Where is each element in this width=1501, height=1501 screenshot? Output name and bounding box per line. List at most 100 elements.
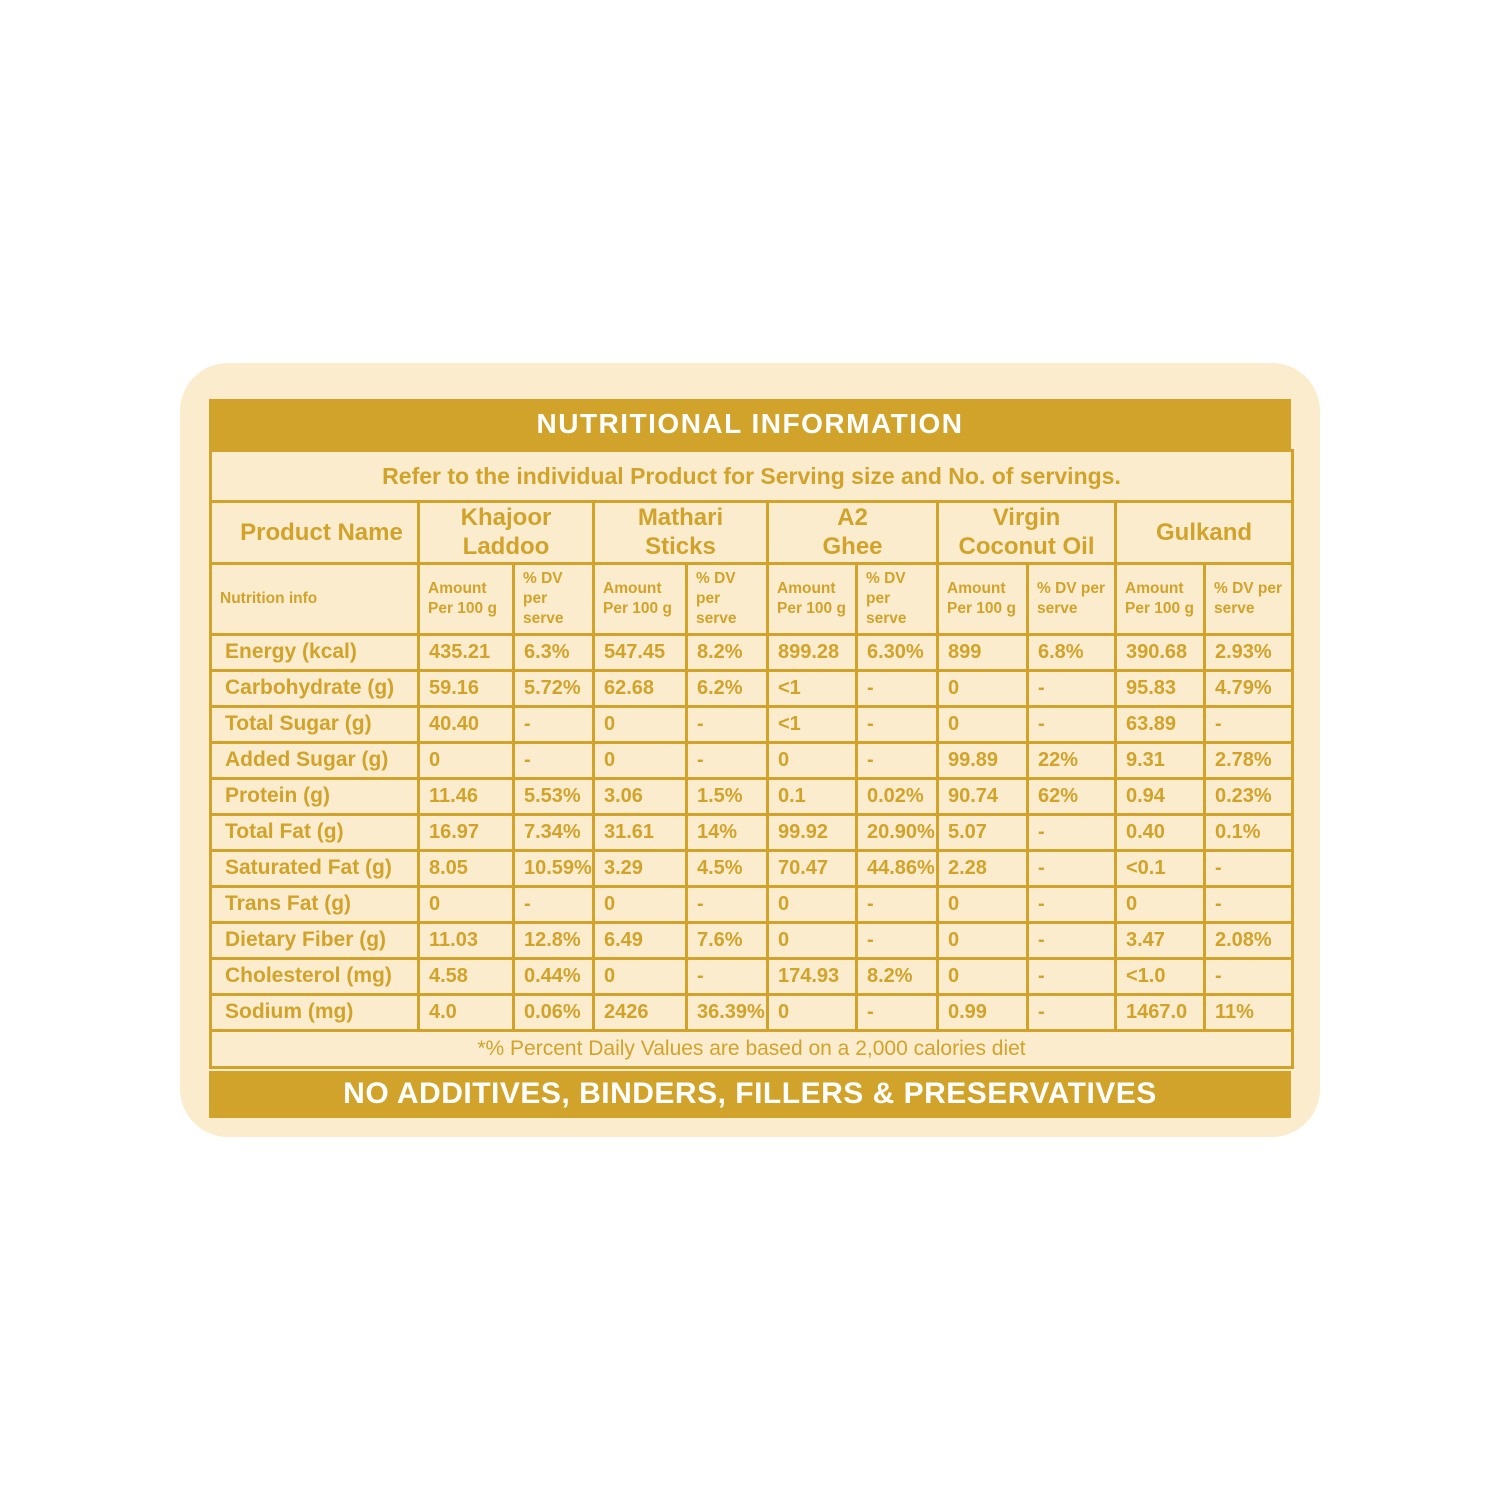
nutrition-label-card: NUTRITIONAL INFORMATION Refer to the ind…	[180, 363, 1320, 1137]
table-cell: -	[1026, 668, 1117, 708]
table-cell: 1.5%	[685, 776, 769, 816]
table-cell: -	[855, 668, 939, 708]
nutrition-info-header: Nutrition info	[209, 561, 420, 636]
row-label: Saturated Fat (g)	[209, 848, 420, 888]
table-row: Total Sugar (g) 40.40-0- <1-0-63.89-	[209, 704, 1295, 744]
table-cell: 95.83	[1114, 668, 1206, 708]
table-row: Protein (g) 11.46 5.53% 3.06 1.5% 0.1 0.02% 90.…	[209, 776, 1295, 816]
table-cell: 0.99	[936, 992, 1029, 1032]
table-cell: 62.68	[592, 668, 688, 708]
table-cell: 0.06%	[512, 992, 595, 1032]
table-cell: 20.90%	[855, 812, 939, 852]
table-cell: -	[855, 920, 939, 960]
table-row: Energy (kcal) 435.21 6.3% 547.45 8.2% 899.28 6…	[209, 632, 1295, 672]
amount-per-100g-header: Amount Per 100 g	[417, 561, 515, 636]
table-cell: 0	[417, 740, 515, 780]
amount-per-100g-header: Amount Per 100 g	[766, 561, 858, 636]
dv-per-serve-header: % DV per serve	[512, 561, 595, 636]
table-cell: 4.5%	[685, 848, 769, 888]
table-cell: 7.6%	[685, 920, 769, 960]
table-cell: <1.0	[1114, 956, 1206, 996]
product-header: A2 Ghee	[766, 500, 939, 565]
row-label: Added Sugar (g)	[209, 740, 420, 780]
table-cell: 2.78%	[1202, 740, 1295, 780]
nutrition-table: Refer to the individual Product for Serv…	[208, 449, 1295, 1069]
row-label: Total Sugar (g)	[209, 704, 420, 744]
table-cell: 0	[936, 884, 1029, 924]
table-cell: 0	[592, 740, 688, 780]
table-cell: 0.23%	[1202, 776, 1295, 816]
table-cell: 0	[1114, 884, 1206, 924]
table-cell: 8.2%	[855, 956, 939, 996]
amount-per-100g-header: Amount Per 100 g	[1114, 561, 1206, 636]
footnote: *% Percent Daily Values are based on a 2…	[208, 1028, 1295, 1069]
table-cell: 174.93	[766, 956, 858, 996]
table-cell: 99.89	[936, 740, 1029, 780]
table-cell: 6.8%	[1026, 632, 1117, 672]
table-cell: 0.44%	[512, 956, 595, 996]
table-cell: 6.49	[592, 920, 688, 960]
table-cell: 16.97	[417, 812, 515, 852]
bottom-banner: NO ADDITIVES, BINDERS, FILLERS & PRESERV…	[209, 1070, 1291, 1118]
table-cell: 0	[766, 920, 858, 960]
product-header: Mathari Sticks	[592, 500, 769, 565]
row-label: Dietary Fiber (g)	[209, 920, 420, 960]
table-cell: 1467.0	[1114, 992, 1206, 1032]
table-cell: 8.2%	[685, 632, 769, 672]
table-cell: 70.47	[766, 848, 858, 888]
table-cell: 2426	[592, 992, 688, 1032]
serving-note: Refer to the individual Product for Serv…	[208, 449, 1295, 503]
table-cell: -	[1026, 920, 1117, 960]
table-cell: -	[1202, 884, 1295, 924]
table-cell: 2.28	[936, 848, 1029, 888]
table-cell: 0	[766, 884, 858, 924]
table-cell: 0.94	[1114, 776, 1206, 816]
table-cell: -	[685, 740, 769, 780]
table-cell: 0	[936, 668, 1029, 708]
table-cell: 0	[766, 740, 858, 780]
table-row: Dietary Fiber (g) 11.03 12.8% 6.49 7.6% 0-0-3…	[209, 920, 1295, 960]
table-cell: 0	[936, 704, 1029, 744]
table-cell: 11%	[1202, 992, 1295, 1032]
table-cell: 5.53%	[512, 776, 595, 816]
dv-per-serve-header: % DV per serve	[685, 561, 769, 636]
footnote-row: *% Percent Daily Values are based on a 2…	[208, 1028, 1295, 1069]
table-cell: 59.16	[417, 668, 515, 708]
table-cell: -	[1202, 848, 1295, 888]
table-cell: 0	[766, 992, 858, 1032]
dv-per-serve-header: % DV per serve	[1026, 561, 1117, 636]
table-cell: 90.74	[936, 776, 1029, 816]
table-cell: 40.40	[417, 704, 515, 744]
row-label: Protein (g)	[209, 776, 420, 816]
table-cell: -	[1026, 884, 1117, 924]
table-cell: 31.61	[592, 812, 688, 852]
table-cell: 3.06	[592, 776, 688, 816]
table-cell: 390.68	[1114, 632, 1206, 672]
table-cell: 36.39%	[685, 992, 769, 1032]
table-cell: 0	[417, 884, 515, 924]
table-cell: 10.59%	[512, 848, 595, 888]
table-cell: 44.86%	[855, 848, 939, 888]
banner-text: NO ADDITIVES, BINDERS, FILLERS & PRESERV…	[343, 1077, 1157, 1111]
table-cell: 3.47	[1114, 920, 1206, 960]
table-cell: -	[512, 704, 595, 744]
product-name-header: Product Name	[209, 500, 420, 565]
table-cell: 899.28	[766, 632, 858, 672]
table-cell: <1	[766, 668, 858, 708]
table-cell: 6.2%	[685, 668, 769, 708]
row-label: Energy (kcal)	[209, 632, 420, 672]
table-cell: -	[1026, 848, 1117, 888]
table-cell: -	[685, 704, 769, 744]
table-cell: 8.05	[417, 848, 515, 888]
table-row: Added Sugar (g) 0-0-0-99.89 22% 9.31 2.78%	[209, 740, 1295, 780]
table-cell: <1	[766, 704, 858, 744]
table-row: Saturated Fat (g) 8.05 10.59% 3.29 4.5% 70.47…	[209, 848, 1295, 888]
table-cell: 6.30%	[855, 632, 939, 672]
serving-note-row: Refer to the individual Product for Serv…	[208, 449, 1295, 503]
table-cell: 4.0	[417, 992, 515, 1032]
page-title: NUTRITIONAL INFORMATION	[536, 408, 964, 439]
table-cell: 99.92	[766, 812, 858, 852]
table-cell: 5.07	[936, 812, 1029, 852]
product-header: Khajoor Laddoo	[417, 500, 595, 565]
table-cell: 899	[936, 632, 1029, 672]
